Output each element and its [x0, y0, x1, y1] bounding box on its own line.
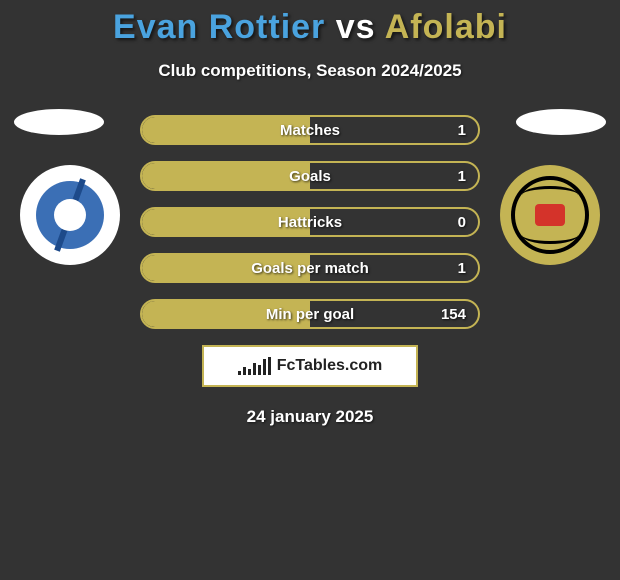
stat-label: Goals: [142, 163, 478, 189]
club-left-inner: [36, 181, 104, 249]
brand-box: FcTables.com: [202, 345, 418, 387]
club-badge-left: [20, 165, 120, 265]
stat-label: Hattricks: [142, 209, 478, 235]
stat-value: 1: [458, 117, 466, 143]
date-text: 24 january 2025: [0, 407, 620, 427]
stat-value: 1: [458, 163, 466, 189]
stat-value: 154: [441, 301, 466, 327]
stat-label: Goals per match: [142, 255, 478, 281]
bar: [243, 367, 246, 375]
stat-row: Min per goal 154: [140, 299, 480, 329]
club-right-arc-top: [522, 186, 578, 204]
stat-value: 0: [458, 209, 466, 235]
subtitle: Club competitions, Season 2024/2025: [0, 61, 620, 81]
stat-value: 1: [458, 255, 466, 281]
page-title: Evan Rottier vs Afolabi: [0, 8, 620, 47]
stat-row: Goals 1: [140, 161, 480, 191]
stat-row: Matches 1: [140, 115, 480, 145]
bar: [268, 357, 271, 375]
stat-row: Hattricks 0: [140, 207, 480, 237]
title-vs: vs: [336, 8, 376, 46]
player2-name: Afolabi: [385, 8, 507, 46]
club-right-animal-icon: [535, 204, 565, 226]
bar: [238, 371, 241, 375]
player1-name: Evan Rottier: [113, 8, 325, 46]
stat-row: Goals per match 1: [140, 253, 480, 283]
stats-section: Matches 1 Goals 1 Hattricks 0 Goals per …: [0, 115, 620, 427]
player1-ellipse: [14, 109, 104, 135]
bar: [248, 369, 251, 375]
player2-ellipse: [516, 109, 606, 135]
soccer-ball-icon: [54, 199, 86, 231]
brand-text: FcTables.com: [277, 357, 383, 375]
bar: [263, 359, 266, 375]
club-right-arc-bot: [522, 226, 578, 244]
comparison-infographic: Evan Rottier vs Afolabi Club competition…: [0, 0, 620, 427]
club-right-inner: [511, 176, 589, 254]
stats-list: Matches 1 Goals 1 Hattricks 0 Goals per …: [140, 115, 480, 329]
stat-label: Min per goal: [142, 301, 478, 327]
stat-label: Matches: [142, 117, 478, 143]
bar: [258, 365, 261, 375]
club-badge-right: [500, 165, 600, 265]
bar-chart-icon: [238, 357, 271, 375]
bar: [253, 363, 256, 375]
